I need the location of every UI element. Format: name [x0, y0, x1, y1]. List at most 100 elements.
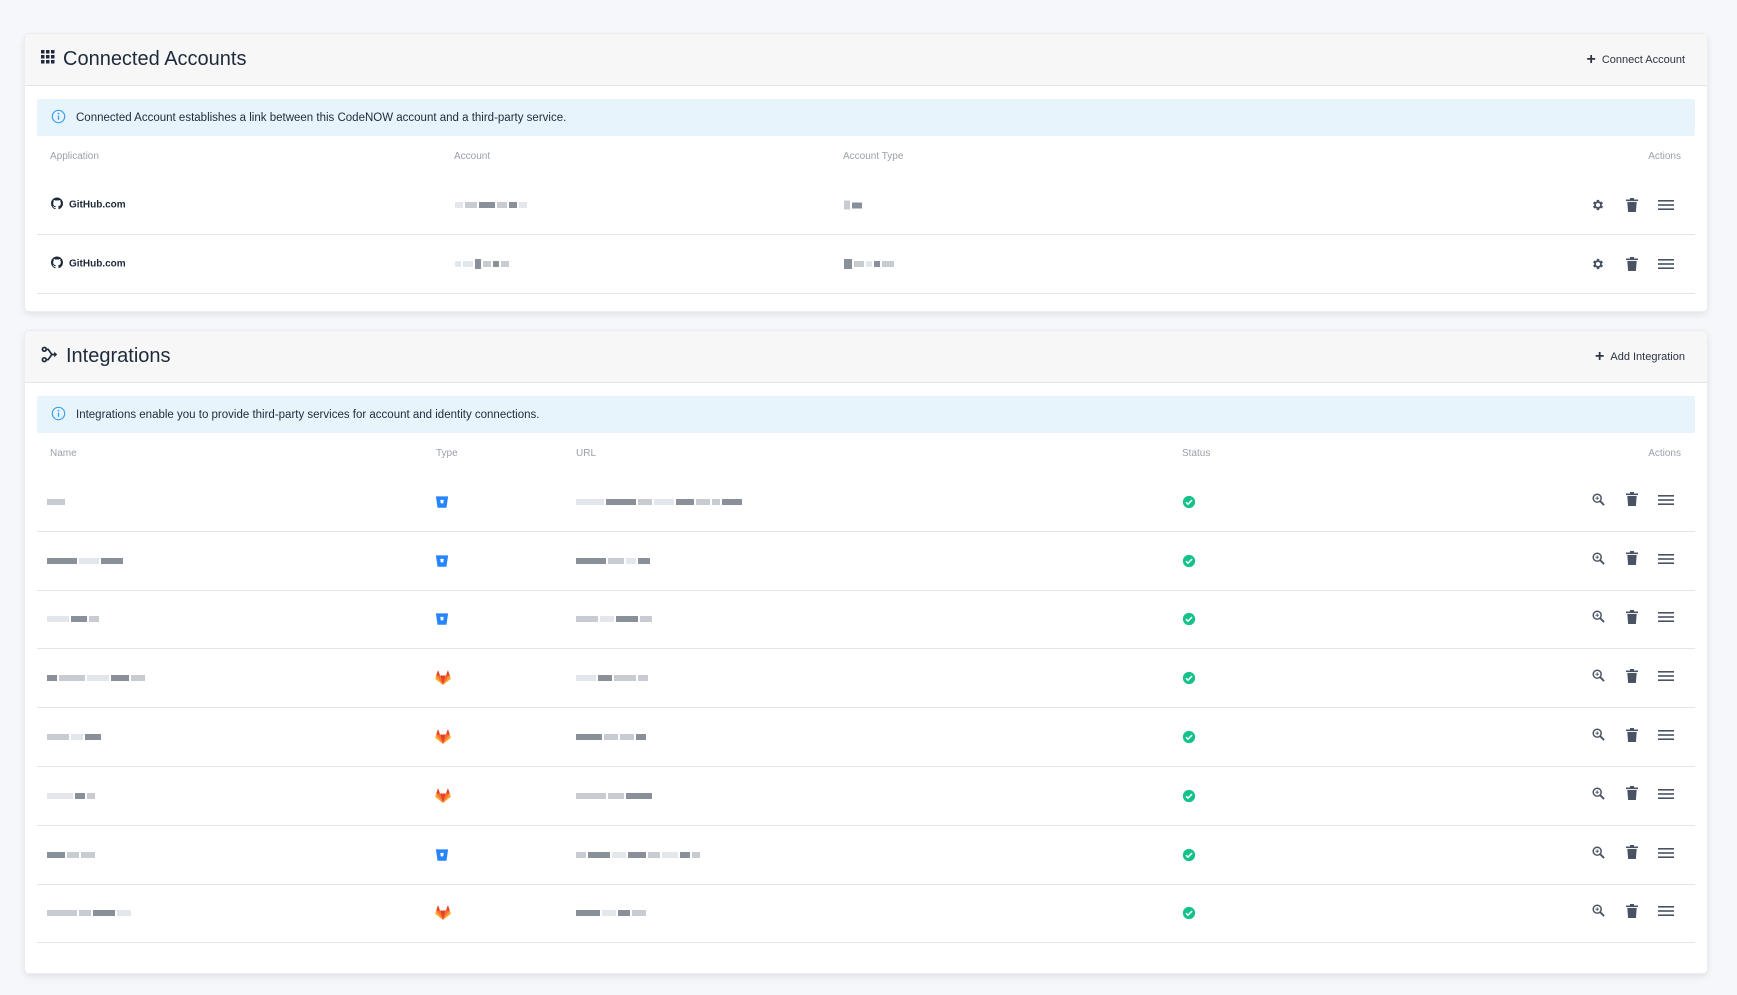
view-button[interactable]: [1589, 610, 1607, 628]
menu-button[interactable]: [1657, 669, 1675, 687]
menu-icon: [1658, 669, 1674, 687]
table-row: GitHub.com: [37, 235, 1695, 294]
account-type-value: [844, 259, 894, 269]
connect-account-button[interactable]: + Connect Account: [1586, 51, 1685, 68]
trash-icon: [1626, 903, 1638, 923]
view-button[interactable]: [1589, 552, 1607, 570]
table-row: [37, 473, 1695, 532]
github-icon: [51, 256, 64, 272]
integration-url: [576, 675, 648, 682]
delete-button[interactable]: [1623, 196, 1641, 214]
view-button[interactable]: [1589, 493, 1607, 511]
delete-button[interactable]: [1623, 668, 1641, 688]
connect-account-label: Connect Account: [1601, 53, 1685, 66]
magnifier-icon: [1591, 846, 1605, 864]
grid-icon: [41, 50, 55, 69]
info-text: Integrations enable you to provide third…: [76, 408, 540, 421]
integration-url: [576, 498, 742, 505]
menu-button[interactable]: [1657, 787, 1675, 805]
bitbucket-icon: [435, 554, 449, 568]
table-row: [37, 885, 1695, 944]
integrations-info: Integrations enable you to provide third…: [37, 396, 1695, 433]
table-row: [37, 767, 1695, 826]
column-application: Application: [50, 151, 99, 162]
trash-icon: [1626, 198, 1638, 212]
gear-icon: [1592, 258, 1604, 270]
check-circle-icon: [1182, 789, 1196, 803]
plus-icon: +: [1595, 347, 1605, 365]
table-row: [37, 591, 1695, 650]
magnifier-icon: [1591, 610, 1605, 628]
menu-icon: [1658, 259, 1674, 269]
application-name: GitHub.com: [69, 199, 126, 211]
integration-url: [576, 851, 700, 858]
table-header: Name Type URL Status Actions: [37, 433, 1695, 473]
view-button[interactable]: [1589, 669, 1607, 687]
connected-accounts-title: Connected Accounts: [63, 48, 247, 70]
check-circle-icon: [1182, 612, 1196, 626]
column-actions: Actions: [1648, 448, 1681, 459]
integration-name: [47, 616, 99, 623]
trash-icon: [1626, 668, 1638, 688]
table-row: [37, 826, 1695, 885]
column-account-type: Account Type: [843, 151, 904, 162]
delete-button[interactable]: [1623, 845, 1641, 864]
trash-icon: [1626, 492, 1638, 511]
table-row: [37, 708, 1695, 767]
column-name: Name: [50, 448, 77, 459]
table-row: [37, 532, 1695, 591]
integration-url: [576, 616, 652, 623]
integration-url: [576, 557, 650, 564]
table-row: [37, 649, 1695, 709]
delete-button[interactable]: [1623, 551, 1641, 570]
view-button[interactable]: [1589, 728, 1607, 746]
menu-button[interactable]: [1657, 904, 1675, 922]
menu-button[interactable]: [1657, 552, 1675, 570]
settings-button[interactable]: [1589, 255, 1607, 273]
integration-name: [47, 557, 123, 564]
menu-button[interactable]: [1657, 610, 1675, 628]
check-circle-icon: [1182, 848, 1196, 862]
integration-url: [576, 792, 652, 799]
magnifier-icon: [1591, 669, 1605, 687]
view-button[interactable]: [1589, 787, 1607, 805]
integration-name: [47, 792, 95, 799]
trash-icon: [1626, 727, 1638, 747]
table-row: GitHub.com: [37, 176, 1695, 235]
menu-button[interactable]: [1657, 728, 1675, 746]
integrations-header: Integrations + Add Integration: [25, 331, 1707, 383]
delete-button[interactable]: [1623, 903, 1641, 923]
application-name: GitHub.com: [69, 258, 126, 270]
menu-icon: [1658, 904, 1674, 922]
integration-name: [47, 675, 145, 682]
column-account: Account: [454, 151, 491, 162]
magnifier-icon: [1591, 728, 1605, 746]
menu-button[interactable]: [1657, 493, 1675, 511]
trash-icon: [1626, 551, 1638, 570]
delete-button[interactable]: [1623, 786, 1641, 805]
column-url: URL: [576, 448, 597, 459]
delete-button[interactable]: [1623, 727, 1641, 747]
menu-button[interactable]: [1657, 196, 1675, 214]
add-integration-button[interactable]: + Add Integration: [1595, 347, 1685, 365]
view-button[interactable]: [1589, 846, 1607, 864]
integrations-table: Name Type URL Status Actions: [37, 433, 1695, 944]
menu-button[interactable]: [1657, 255, 1675, 273]
menu-icon: [1658, 846, 1674, 864]
info-text: Connected Account establishes a link bet…: [76, 111, 567, 124]
github-icon: [51, 197, 64, 213]
gitlab-icon: [435, 906, 451, 921]
info-icon: [51, 109, 66, 127]
account-value: [455, 202, 527, 208]
view-button[interactable]: [1589, 904, 1607, 922]
integration-url: [576, 734, 646, 741]
connected-accounts-info: Connected Account establishes a link bet…: [37, 99, 1695, 136]
delete-button[interactable]: [1623, 255, 1641, 273]
table-header: Application Account Account Type Actions: [37, 136, 1695, 176]
magnifier-icon: [1591, 493, 1605, 511]
menu-button[interactable]: [1657, 846, 1675, 864]
menu-icon: [1658, 728, 1674, 746]
settings-button[interactable]: [1589, 196, 1607, 214]
delete-button[interactable]: [1623, 609, 1641, 628]
delete-button[interactable]: [1623, 492, 1641, 511]
